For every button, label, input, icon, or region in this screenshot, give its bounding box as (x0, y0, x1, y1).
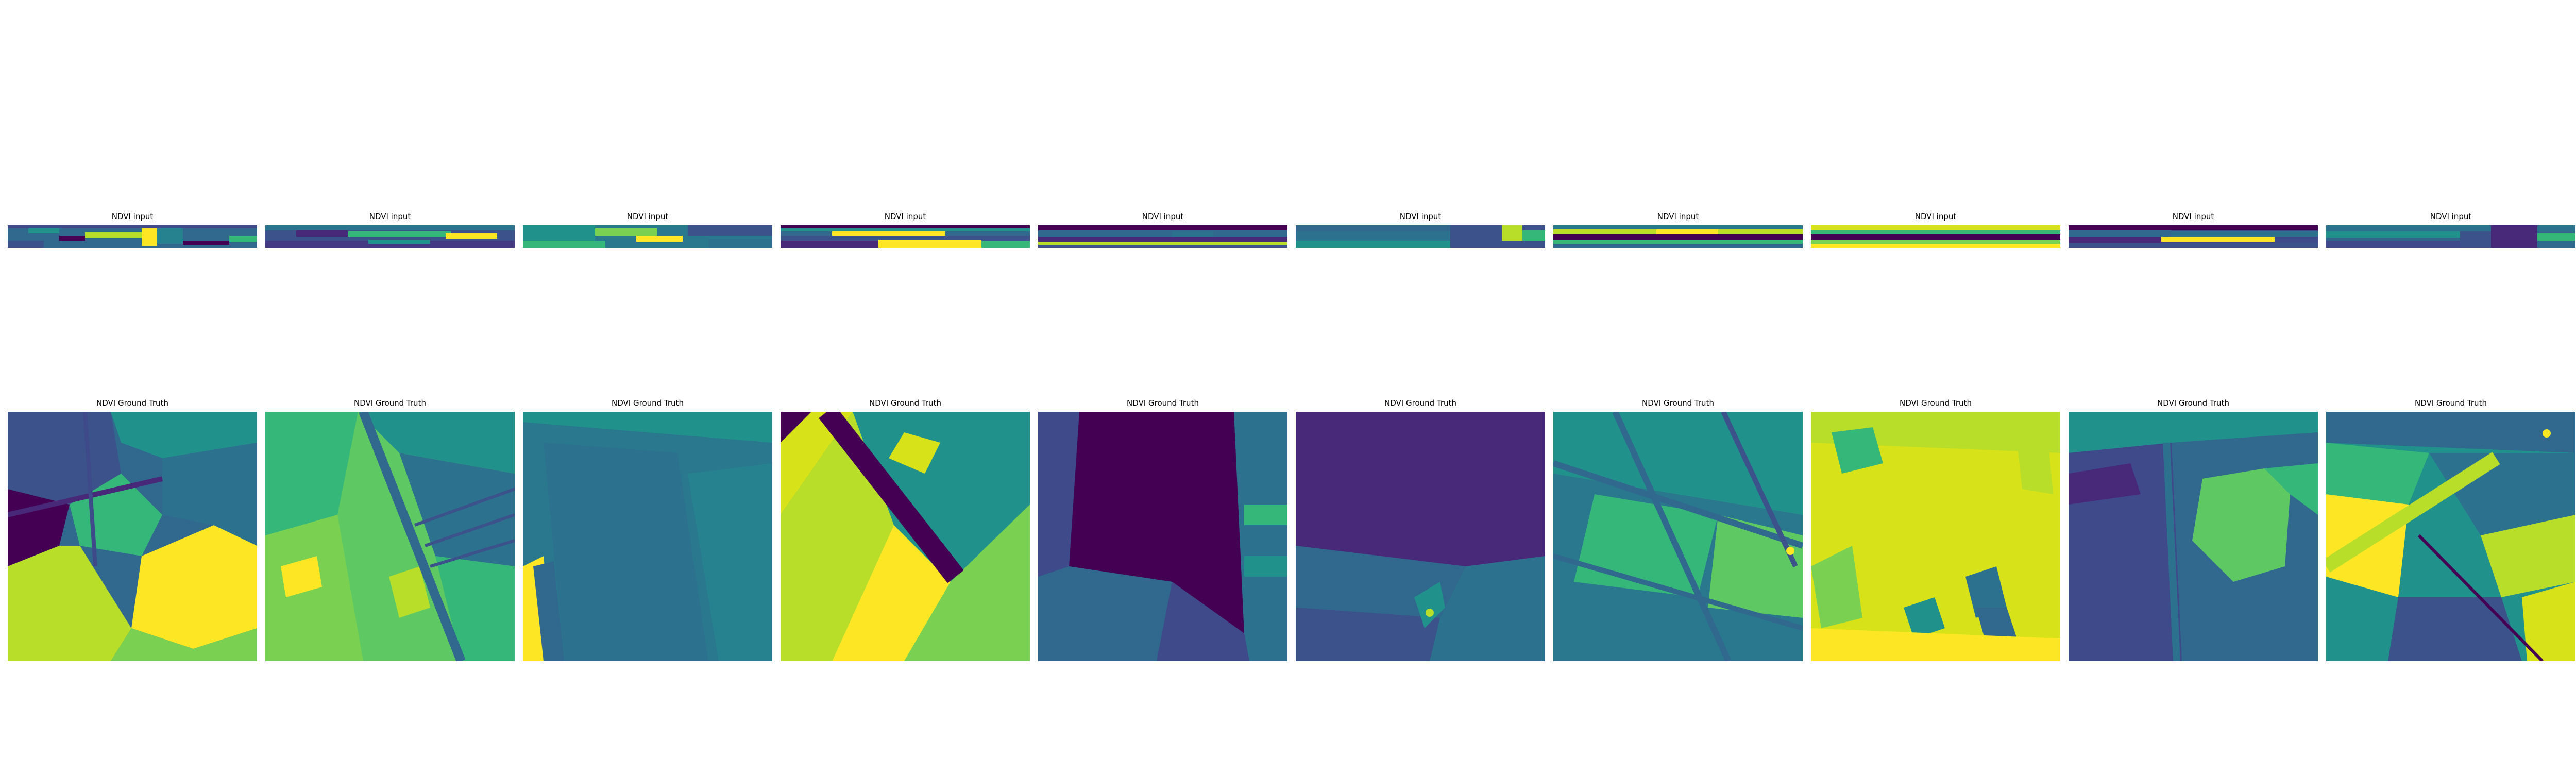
ground-truth-panel: NDVI Ground Truth (1553, 398, 1803, 661)
panel-title: NDVI Ground Truth (1642, 398, 1714, 408)
ndvi-input-image (1811, 225, 2060, 248)
panel-title: NDVI input (1657, 212, 1699, 221)
panel-title: NDVI input (626, 212, 669, 221)
ndvi-ground-truth-image (2326, 412, 2575, 661)
panel-title: NDVI Ground Truth (1127, 398, 1199, 408)
ground-truth-panel: NDVI Ground Truth (2326, 398, 2575, 661)
panel-title: NDVI Ground Truth (869, 398, 941, 408)
input-panel: NDVI input (1296, 212, 1545, 248)
panel-title: NDVI input (1142, 212, 1184, 221)
input-panel: NDVI input (1811, 212, 2060, 248)
panel-title: NDVI Ground Truth (96, 398, 168, 408)
ground-truth-panel: NDVI Ground Truth (1038, 398, 1287, 661)
input-panel: NDVI input (1553, 212, 1803, 248)
panel-title: NDVI input (1914, 212, 1957, 221)
input-panel: NDVI input (8, 212, 257, 248)
panel-title: NDVI input (111, 212, 154, 221)
ndvi-ground-truth-image (1296, 412, 1545, 661)
panel-title: NDVI Ground Truth (354, 398, 426, 408)
input-panel: NDVI input (265, 212, 515, 248)
ndvi-input-image (265, 225, 515, 248)
panel-title: NDVI input (2430, 212, 2472, 221)
panel-title: NDVI Ground Truth (612, 398, 684, 408)
panel-title: NDVI Ground Truth (1900, 398, 1972, 408)
ndvi-input-image (1553, 225, 1803, 248)
ndvi-input-image (781, 225, 1030, 248)
ndvi-ground-truth-image (265, 412, 515, 661)
ndvi-input-image (1038, 225, 1287, 248)
input-panel: NDVI input (781, 212, 1030, 248)
ndvi-ground-truth-image (1038, 412, 1287, 661)
ground-truth-panel: NDVI Ground Truth (265, 398, 515, 661)
ndvi-ground-truth-image (781, 412, 1030, 661)
input-panel: NDVI input (1038, 212, 1287, 248)
panel-title: NDVI Ground Truth (2157, 398, 2229, 408)
ground-truth-panel: NDVI Ground Truth (8, 398, 257, 661)
input-panel: NDVI input (523, 212, 772, 248)
panel-title: NDVI input (369, 212, 411, 221)
ndvi-input-image (523, 225, 772, 248)
ground-truth-panel: NDVI Ground Truth (2069, 398, 2318, 661)
ndvi-input-image (8, 225, 257, 248)
ndvi-ground-truth-image (1811, 412, 2060, 661)
ground-truth-panel: NDVI Ground Truth (523, 398, 772, 661)
panel-title: NDVI input (1399, 212, 1442, 221)
ndvi-ground-truth-image (523, 412, 772, 661)
panel-title: NDVI input (884, 212, 926, 221)
ndvi-input-image (1296, 225, 1545, 248)
panel-title: NDVI input (2172, 212, 2214, 221)
ndvi-ground-truth-image (1553, 412, 1803, 661)
ndvi-ground-truth-image (2069, 412, 2318, 661)
input-panel: NDVI input (2069, 212, 2318, 248)
ndvi-input-image (2069, 225, 2318, 248)
ndvi-ground-truth-image (8, 412, 257, 661)
panel-title: NDVI Ground Truth (1384, 398, 1456, 408)
input-panel: NDVI input (2326, 212, 2575, 248)
ndvi-input-image (2326, 225, 2575, 248)
panel-title: NDVI Ground Truth (2415, 398, 2487, 408)
ground-truth-panel: NDVI Ground Truth (781, 398, 1030, 661)
ground-truth-panel: NDVI Ground Truth (1296, 398, 1545, 661)
ground-truth-panel: NDVI Ground Truth (1811, 398, 2060, 661)
